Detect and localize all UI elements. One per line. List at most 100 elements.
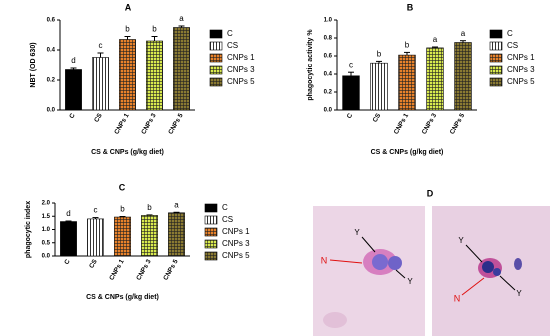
y-tick-label: 0.5 xyxy=(42,240,51,246)
bar xyxy=(65,69,82,111)
y-tick-label: 2.0 xyxy=(42,201,51,207)
significance-label: a xyxy=(179,14,184,23)
y-tick-label: 0.2 xyxy=(324,90,333,96)
x-axis-label: CS & CNPs (g/kg diet) xyxy=(91,149,164,156)
y-axis-label: phagocytic activity % xyxy=(307,29,314,101)
x-tick-label: C xyxy=(346,112,355,120)
y-tick-label: 0.8 xyxy=(324,36,333,42)
annotation: Y xyxy=(516,289,522,298)
legend-swatch xyxy=(489,53,503,63)
chart-title: B xyxy=(407,2,414,12)
bar xyxy=(92,57,109,111)
legend-swatch xyxy=(209,53,223,63)
y-tick-label: 0.0 xyxy=(42,254,51,260)
significance-label: d xyxy=(71,56,75,65)
x-tick-label: CNPs 3 xyxy=(135,258,153,282)
significance-label: b xyxy=(120,205,125,214)
significance-label: a xyxy=(174,200,179,209)
y-tick-label: 1.0 xyxy=(42,227,51,233)
arrow xyxy=(461,277,485,296)
legend-swatch xyxy=(204,227,218,237)
yeast xyxy=(482,261,494,273)
y-tick-label: 0.4 xyxy=(324,72,333,78)
legend-label: CNPs 5 xyxy=(507,77,535,86)
legend-label: CNPs 3 xyxy=(222,239,250,248)
x-axis-label: CS & CNPs (g/kg diet) xyxy=(86,294,159,301)
x-tick-label: CNPs 1 xyxy=(108,258,126,282)
bar xyxy=(173,27,190,111)
bar xyxy=(398,54,416,111)
x-tick-label: C xyxy=(68,112,77,120)
legend-swatch xyxy=(204,203,218,213)
legend-label: CS xyxy=(222,215,233,224)
y-tick-label: 0.0 xyxy=(324,108,333,114)
annotation: Y xyxy=(354,228,360,237)
legend-swatch xyxy=(204,239,218,249)
bar xyxy=(454,42,472,111)
arrow xyxy=(395,269,406,279)
significance-label: c xyxy=(99,41,103,50)
panel-label: D xyxy=(427,188,434,198)
legend-swatch xyxy=(204,215,218,225)
annotation: N xyxy=(321,255,328,265)
legend-swatch xyxy=(489,41,503,51)
legend-label: CNPs 3 xyxy=(507,65,535,74)
arrow xyxy=(361,236,376,253)
y-tick-label: 0.0 xyxy=(47,108,56,114)
cell xyxy=(514,258,522,270)
y-tick-label: 1.5 xyxy=(42,214,51,220)
bar xyxy=(87,218,104,257)
bar xyxy=(114,216,131,257)
significance-label: b xyxy=(125,25,130,34)
y-tick-label: 0.2 xyxy=(47,78,56,84)
significance-label: d xyxy=(66,209,70,218)
bar xyxy=(426,47,444,111)
chart-title: C xyxy=(119,182,126,192)
bar xyxy=(119,39,136,111)
legend-swatch xyxy=(209,65,223,75)
bar xyxy=(146,40,163,111)
x-tick-label: CNPs 5 xyxy=(167,112,185,136)
significance-label: a xyxy=(461,29,466,38)
significance-label: c xyxy=(94,206,98,215)
legend-label: C xyxy=(507,29,513,38)
annotation: N xyxy=(454,293,461,303)
x-tick-label: CS xyxy=(93,112,104,124)
bar xyxy=(370,62,388,111)
bar xyxy=(141,215,158,257)
legend-swatch xyxy=(209,41,223,51)
legend-swatch xyxy=(489,29,503,39)
legend-label: C xyxy=(227,29,233,38)
legend-swatch xyxy=(209,29,223,39)
legend-label: CNPs 5 xyxy=(227,77,255,86)
legend-label: C xyxy=(222,203,228,212)
legend-swatch xyxy=(204,251,218,261)
legend-label: CS xyxy=(227,41,238,50)
x-tick-label: CNPs 1 xyxy=(113,112,131,136)
significance-label: b xyxy=(405,41,410,50)
arrow xyxy=(499,275,516,291)
x-tick-label: CNPs 1 xyxy=(393,112,411,136)
significance-label: b xyxy=(147,203,152,212)
y-tick-label: 0.6 xyxy=(47,18,56,24)
legend-label: CNPs 1 xyxy=(507,53,535,62)
y-axis-label: NBT (OD 630) xyxy=(30,42,37,87)
bar xyxy=(342,75,360,111)
arrow xyxy=(329,259,363,264)
y-tick-label: 0.6 xyxy=(324,54,333,60)
yeast xyxy=(388,256,402,270)
annotation: Y xyxy=(407,277,413,286)
legend-label: CNPs 5 xyxy=(222,251,250,260)
x-tick-label: CS xyxy=(88,258,99,270)
bar xyxy=(168,212,185,257)
significance-label: b xyxy=(152,25,157,34)
legend-label: CNPs 1 xyxy=(222,227,250,236)
x-tick-label: C xyxy=(63,258,72,266)
yeast xyxy=(372,254,388,270)
significance-label: b xyxy=(377,50,382,59)
x-tick-label: CS xyxy=(372,112,383,124)
legend-label: CNPs 1 xyxy=(227,53,255,62)
significance-label: a xyxy=(433,35,438,44)
